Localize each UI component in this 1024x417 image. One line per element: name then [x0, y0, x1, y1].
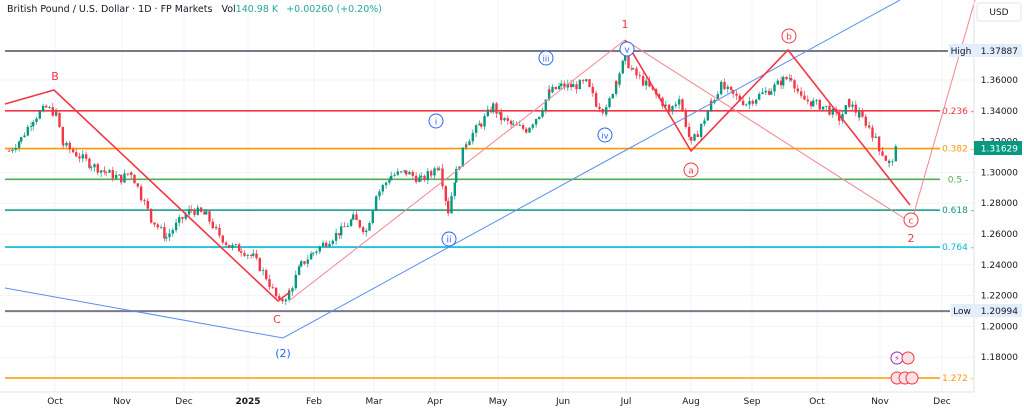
- time-label: Nov: [871, 397, 889, 407]
- price-tick: 1.36000: [981, 76, 1018, 86]
- wave-abc-zigzag[interactable]: [624, 39, 911, 206]
- fib-level-label: 0.618 -: [942, 206, 974, 216]
- fib-level-label: 0.236 -: [942, 107, 974, 117]
- svg-text:a: a: [688, 167, 694, 177]
- wave-labels: B C (2) 1 2 i ii iii iv v: [51, 18, 919, 360]
- currency-button[interactable]: [976, 2, 1022, 22]
- grid-lines: [0, 0, 974, 392]
- svg-text:iv: iv: [602, 132, 609, 141]
- wave-label-iii: iii: [538, 50, 554, 66]
- high-value: 1.37887: [981, 47, 1018, 57]
- symbol-legend: British Pound / U.S. Dollar · 1D · FP Ma…: [7, 4, 382, 15]
- time-label: Feb: [306, 397, 322, 407]
- price-tick: 1.30000: [981, 168, 1018, 178]
- wave-1-2-line[interactable]: [624, 39, 911, 223]
- low-value: 1.20994: [981, 307, 1018, 317]
- wave-label-iv: iv: [597, 127, 613, 143]
- event-icons[interactable]: ⚡: [890, 351, 919, 385]
- wave-label-2-paren: (2): [275, 347, 291, 360]
- svg-text:b: b: [786, 33, 792, 43]
- time-label: Dec: [933, 397, 950, 407]
- fib-levels: 0.236 - 0.382 - 0.5 - 0.618 - 0.764 - 1.272 -: [5, 49, 974, 384]
- time-label: Apr: [427, 397, 443, 407]
- time-label: Jul: [620, 397, 632, 407]
- time-label: Mar: [366, 397, 383, 407]
- high-label: High: [951, 47, 972, 57]
- price-axis[interactable]: USD 1.36000 1.34000 1.30000 1.28000 1.26000 1…: [949, 0, 1022, 392]
- time-axis[interactable]: Oct Nov Dec 2025 Feb Mar Apr May Jun Jul Aug Sep Oct…: [0, 391, 974, 407]
- time-label: 2025: [235, 397, 260, 407]
- wave-label-ii: ii: [441, 231, 457, 247]
- low-label: Low: [953, 307, 971, 317]
- wave-label-v: v: [619, 41, 635, 57]
- time-label: Nov: [113, 397, 131, 407]
- price-tick: 1.20000: [981, 322, 1018, 332]
- fib-level-label: 1.272 -: [942, 374, 974, 384]
- price-tick: 1.28000: [981, 199, 1018, 209]
- svg-text:⚡: ⚡: [894, 354, 900, 363]
- current-price-badge: [974, 141, 1022, 155]
- volume-label: Vol: [221, 4, 236, 15]
- price-tick: 1.24000: [981, 261, 1018, 271]
- wave-label-1: 1: [622, 18, 629, 31]
- time-label: Oct: [47, 397, 63, 407]
- wave-label-b: b: [781, 28, 797, 44]
- price-change: +0.00260 (+0.20%): [286, 4, 383, 15]
- wave-label-c: c: [903, 212, 919, 228]
- wave-1-channel[interactable]: [289, 39, 626, 301]
- wave-label-B: B: [51, 70, 59, 83]
- uk-flag-event-icon-2[interactable]: [905, 371, 919, 385]
- time-label: Sep: [744, 397, 761, 407]
- svg-text:iii: iii: [543, 55, 550, 64]
- fib-level-label: 0.5 -: [948, 175, 968, 185]
- candlesticks: [8, 52, 897, 306]
- time-label: Aug: [682, 397, 700, 407]
- svg-text:v: v: [624, 46, 630, 56]
- price-tick: 1.18000: [981, 353, 1018, 363]
- wave-label-a: a: [683, 162, 699, 178]
- wave-label-i: i: [428, 113, 444, 129]
- time-label: May: [489, 397, 508, 407]
- wave-label-2: 2: [908, 232, 915, 245]
- svg-text:ii: ii: [446, 236, 451, 246]
- fib-level-label: 0.382 -: [942, 145, 974, 155]
- wave-label-C: C: [273, 313, 281, 326]
- svg-text:c: c: [909, 217, 914, 227]
- currency-label: USD: [989, 8, 1008, 18]
- elliott-drawings[interactable]: [4, 0, 976, 339]
- volume-value: 140.98 K: [235, 4, 279, 15]
- wave-2-blue-line[interactable]: [4, 0, 901, 339]
- time-label: Dec: [175, 397, 192, 407]
- uk-flag-event-icon[interactable]: [901, 351, 915, 365]
- time-label: Oct: [809, 397, 825, 407]
- low-label-bg: [951, 304, 973, 317]
- time-label: Jun: [555, 397, 570, 407]
- symbol-title: British Pound / U.S. Dollar · 1D · FP Ma…: [7, 4, 213, 15]
- price-tick: 1.22000: [981, 292, 1018, 302]
- price-tick: 1.34000: [981, 107, 1018, 117]
- current-price: 1.31629: [981, 145, 1018, 155]
- projection-line[interactable]: [911, 0, 976, 221]
- wave-abc-line[interactable]: [4, 89, 291, 303]
- high-label-bg: [949, 44, 973, 57]
- svg-text:i: i: [435, 118, 438, 128]
- fib-level-label: 0.764 -: [942, 243, 974, 253]
- price-tick: 1.26000: [981, 230, 1018, 240]
